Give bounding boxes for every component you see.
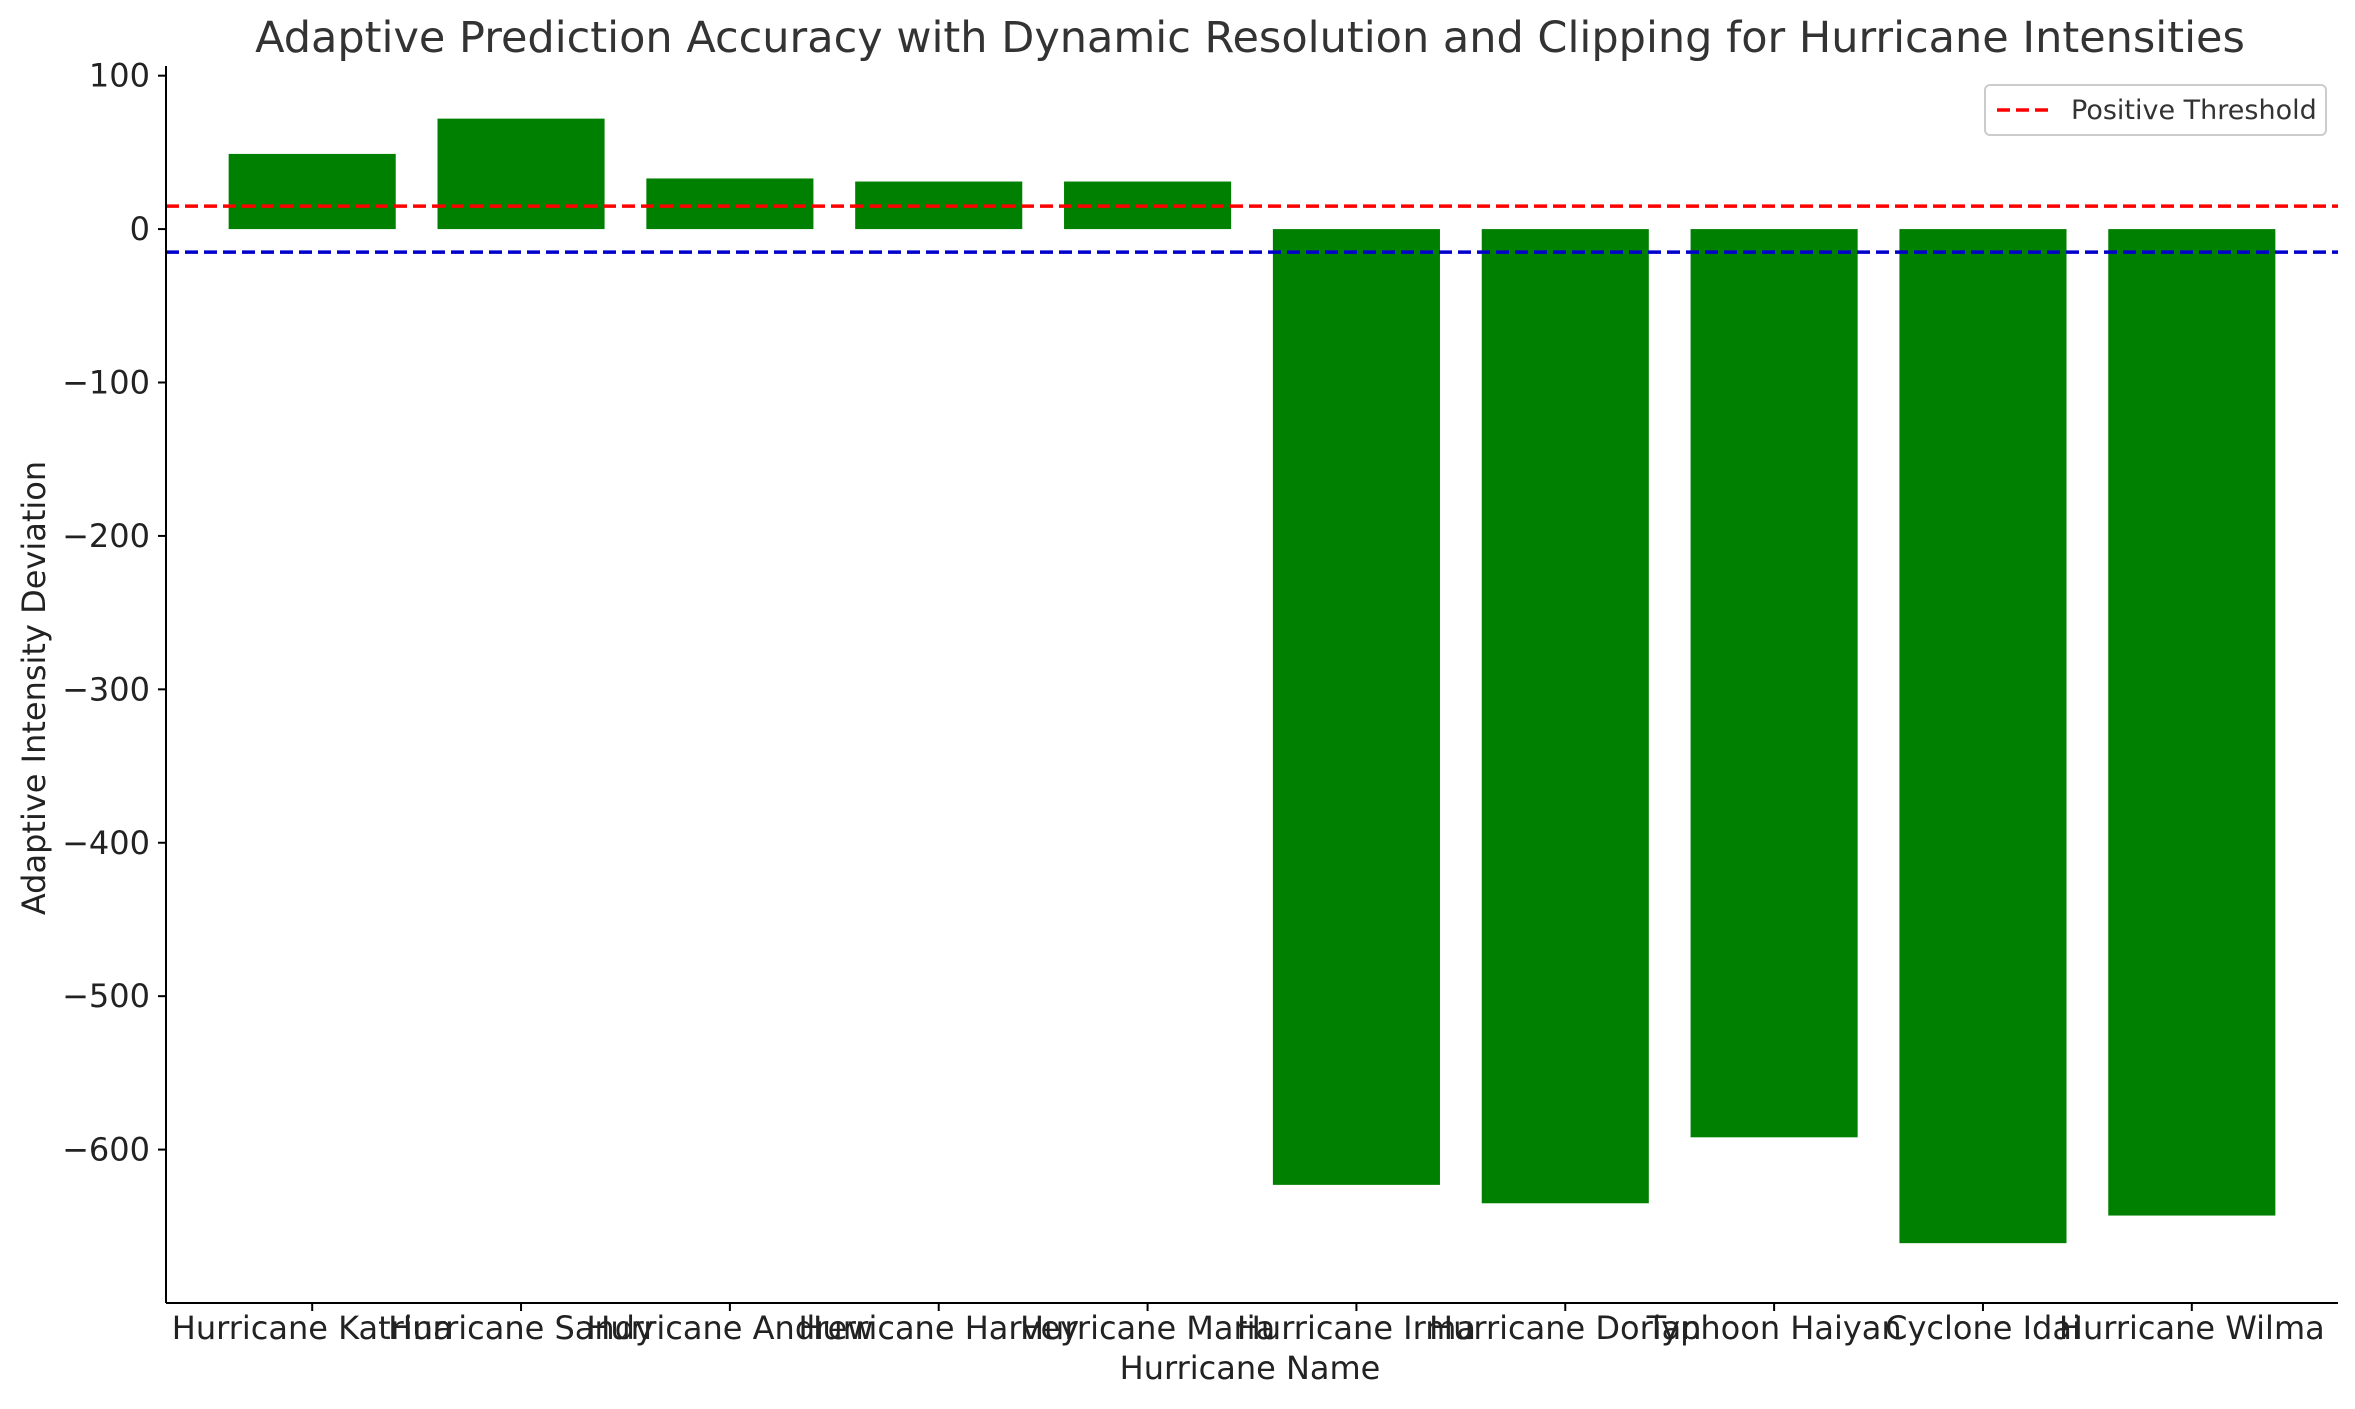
x-tick-label: Cyclone Idai bbox=[1885, 1309, 2081, 1347]
bar-hurricane-katrina bbox=[228, 153, 396, 230]
x-tick-label: Hurricane Sandy bbox=[388, 1309, 654, 1347]
y-ticks: 100 0 −100 −200 −300 −400 −500 −600 bbox=[62, 57, 166, 1169]
bar-hurricane-sandy bbox=[437, 118, 605, 230]
x-tick-label: Hurricane Harvey bbox=[798, 1309, 1079, 1347]
y-tick-label: 0 bbox=[130, 210, 150, 248]
legend-label-positive-threshold: Positive Threshold bbox=[2071, 95, 2317, 126]
axes bbox=[165, 66, 2338, 1304]
chart-title: Adaptive Prediction Accuracy with Dynami… bbox=[255, 13, 2245, 63]
y-tick-label: −400 bbox=[62, 824, 150, 862]
x-tick-label: Hurricane Irma bbox=[1237, 1309, 1476, 1347]
bar-typhoon-haiyan bbox=[1690, 229, 1858, 1138]
legend: Positive Threshold bbox=[1984, 84, 2327, 136]
x-tick-label: Hurricane Maria bbox=[1020, 1309, 1275, 1347]
bar-hurricane-andrew bbox=[646, 178, 814, 230]
bar-hurricane-wilma bbox=[2108, 229, 2276, 1216]
x-tick-label: Hurricane Katrina bbox=[172, 1309, 453, 1347]
x-axis-label: Hurricane Name bbox=[1120, 1349, 1381, 1387]
bar-hurricane-dorian bbox=[1481, 229, 1649, 1204]
y-tick-label: −200 bbox=[62, 517, 150, 555]
y-tick-label: 100 bbox=[89, 57, 150, 95]
bar-hurricane-irma bbox=[1272, 229, 1440, 1185]
y-tick-label: −600 bbox=[62, 1131, 150, 1169]
y-tick-label: −300 bbox=[62, 670, 150, 708]
bar-cyclone-idai bbox=[1899, 229, 2067, 1244]
x-tick-label: Hurricane Andrew bbox=[586, 1309, 873, 1347]
y-tick-label: −500 bbox=[62, 977, 150, 1015]
x-tick-label: Hurricane Wilma bbox=[2059, 1309, 2325, 1347]
y-tick-label: −100 bbox=[62, 364, 150, 402]
y-axis-label: Adaptive Intensity Deviation bbox=[15, 461, 53, 915]
x-tick-label: Hurricane Dorian bbox=[1429, 1309, 1701, 1347]
bar-group bbox=[228, 118, 2276, 1244]
x-tick-label: Typhoon Haiyan bbox=[1646, 1309, 1902, 1347]
legend-box bbox=[1984, 84, 2327, 136]
threshold-lines bbox=[166, 204, 2338, 254]
